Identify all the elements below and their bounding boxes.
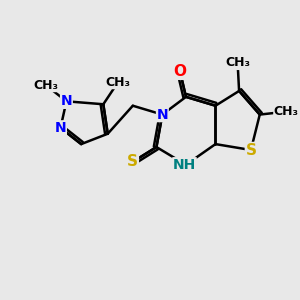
Text: CH₃: CH₃ [274,105,299,118]
Text: CH₃: CH₃ [225,56,250,69]
Text: O: O [174,64,187,79]
Text: N: N [157,108,168,122]
Text: N: N [55,121,66,135]
Text: NH: NH [173,158,196,172]
Text: S: S [127,154,138,169]
Text: CH₃: CH₃ [33,79,58,92]
Text: S: S [245,142,256,158]
Text: CH₃: CH₃ [106,76,130,88]
Text: N: N [61,94,72,108]
